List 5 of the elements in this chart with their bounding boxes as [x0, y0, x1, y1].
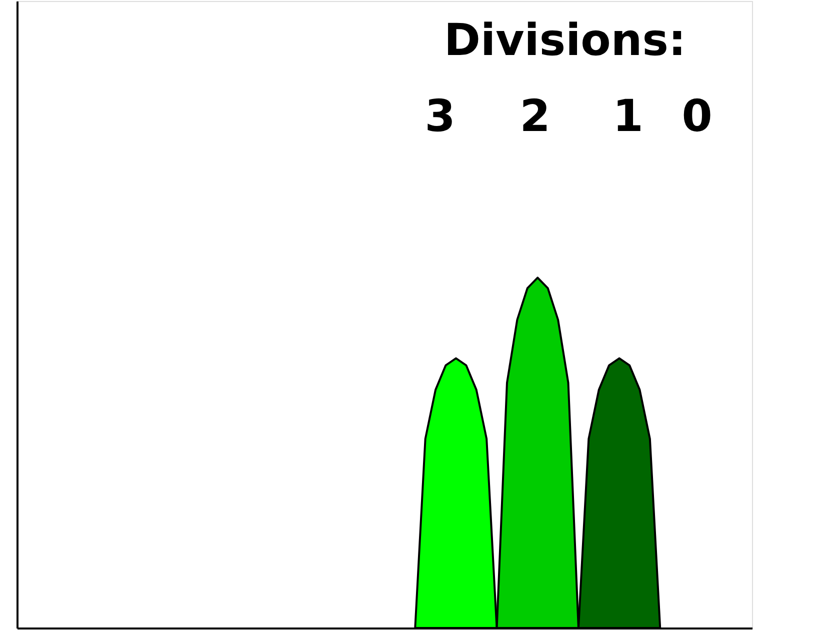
text: 0 [682, 91, 712, 142]
text: 2 [520, 91, 550, 142]
text: Divisions: [444, 15, 686, 66]
text: 3 [424, 91, 456, 142]
text: 1 [612, 91, 644, 142]
